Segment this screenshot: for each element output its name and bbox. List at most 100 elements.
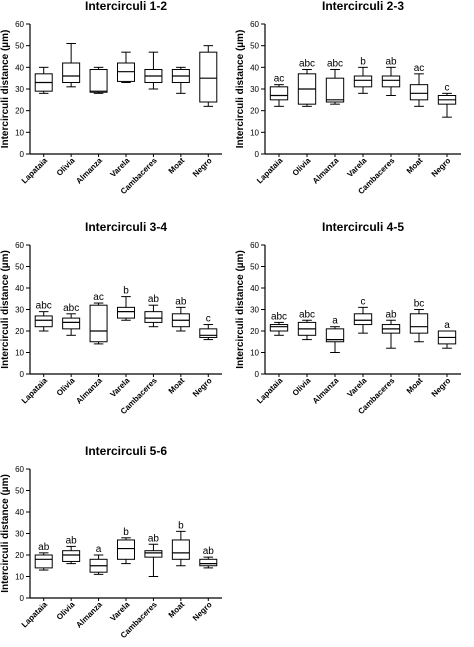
- box-negro: [437, 330, 457, 349]
- box-almanza: [89, 302, 108, 345]
- y-tick-label: 0: [255, 370, 260, 379]
- box-iqr: [199, 51, 218, 103]
- box-lapataia: [269, 84, 289, 107]
- box-lapataia: [34, 552, 53, 571]
- chart-title: Intercirculi 4-5: [322, 220, 404, 234]
- y-tick-label: 20: [250, 327, 259, 336]
- y-tick-label: 60: [15, 20, 24, 29]
- significance-label: ac: [414, 63, 425, 74]
- x-tick-label-moat: Moat: [405, 376, 425, 396]
- box-iqr: [116, 306, 136, 319]
- x-tick-label-negro: Negro: [430, 376, 453, 399]
- box-varela: [116, 51, 136, 83]
- significance-label: ab: [38, 542, 50, 553]
- y-tick-label: 60: [250, 241, 259, 250]
- box-moat: [171, 306, 190, 332]
- box-olivia: [62, 43, 81, 88]
- significance-label: a: [444, 320, 450, 331]
- box-iqr: [409, 313, 429, 334]
- y-axis-label: Intercirculi distance (µm): [0, 30, 11, 149]
- y-tick-label: 20: [15, 107, 24, 116]
- significance-label: bc: [414, 299, 425, 310]
- significance-label: abc: [299, 59, 315, 70]
- y-axis-label: Intercirculi distance (µm): [0, 474, 11, 593]
- significance-label: ac: [93, 292, 104, 303]
- significance-label: abc: [271, 311, 287, 322]
- box-olivia: [297, 319, 317, 341]
- box-iqr: [171, 539, 190, 560]
- box-iqr: [269, 324, 289, 332]
- chart-title: Intercirculi 3-4: [85, 220, 167, 234]
- box-iqr: [409, 84, 429, 101]
- y-tick-label: 0: [20, 150, 25, 159]
- x-tick-label-varela: Varela: [108, 600, 131, 623]
- box-iqr: [325, 328, 345, 343]
- chart-panel-4: Intercirculi 4-5 Intercirculi distance (µ…: [235, 220, 461, 416]
- significance-label: ab: [203, 546, 215, 557]
- box-olivia: [297, 69, 317, 107]
- y-tick-label: 50: [15, 487, 24, 496]
- box-negro: [199, 556, 218, 569]
- x-tick-label-almanza: Almanza: [311, 376, 341, 406]
- y-tick-label: 20: [250, 107, 259, 116]
- chart-title: Intercirculi 2-3: [322, 0, 404, 13]
- chart-panel-5: Intercirculi 5-6 Intercirculi distance (µ…: [0, 444, 222, 640]
- y-tick-label: 50: [15, 263, 24, 272]
- box-varela: [353, 306, 373, 334]
- significance-label: a: [96, 544, 102, 555]
- box-varela: [353, 66, 373, 94]
- significance-label: a: [332, 316, 338, 327]
- chart-title: Intercirculi 5-6: [85, 444, 167, 458]
- significance-label: c: [445, 82, 450, 93]
- x-tick-label-negro: Negro: [191, 600, 214, 623]
- y-tick-label: 30: [250, 306, 259, 315]
- x-tick-label-moat: Moat: [167, 156, 187, 176]
- box-lapataia: [34, 311, 53, 332]
- box-lapataia: [34, 66, 53, 94]
- box-iqr: [62, 62, 81, 83]
- significance-label: abc: [327, 59, 343, 70]
- y-tick-label: 30: [15, 306, 24, 315]
- box-lapataia: [269, 321, 289, 336]
- box-cambaceres: [144, 304, 163, 328]
- box-iqr: [144, 550, 163, 558]
- y-tick-label: 10: [250, 349, 259, 358]
- box-iqr: [353, 75, 373, 88]
- box-iqr: [116, 539, 136, 560]
- y-axis-label: Intercirculi distance (µm): [235, 250, 246, 369]
- y-tick-label: 30: [15, 85, 24, 94]
- x-tick-label-olivia: Olivia: [291, 156, 313, 178]
- y-tick-label: 50: [250, 42, 259, 51]
- significance-label: ab: [148, 533, 160, 544]
- y-tick-label: 50: [250, 263, 259, 272]
- box-iqr: [89, 69, 108, 93]
- box-iqr: [325, 77, 345, 103]
- y-tick-label: 0: [255, 150, 260, 159]
- box-iqr: [353, 313, 373, 326]
- box-varela: [116, 296, 136, 321]
- x-tick-label-olivia: Olivia: [55, 376, 77, 398]
- y-tick-label: 10: [15, 573, 24, 582]
- x-tick-label-almanza: Almanza: [311, 156, 341, 186]
- x-tick-label-lapataia: Lapataia: [20, 376, 50, 406]
- y-tick-label: 40: [250, 63, 259, 72]
- chart-panel-1: Intercirculi 1-2 Intercirculi distance (µ…: [0, 0, 222, 196]
- x-tick-label-varela: Varela: [108, 376, 131, 399]
- significance-label: b: [360, 56, 366, 67]
- y-tick-label: 40: [15, 63, 24, 72]
- box-iqr: [381, 75, 401, 88]
- significance-label: ab: [148, 294, 160, 305]
- significance-label: ac: [274, 74, 285, 85]
- significance-label: c: [361, 296, 366, 307]
- x-tick-label-negro: Negro: [191, 156, 214, 179]
- box-cambaceres: [381, 66, 401, 96]
- box-cambaceres: [144, 51, 163, 90]
- y-tick-label: 10: [15, 349, 24, 358]
- box-cambaceres: [144, 543, 163, 577]
- x-tick-label-varela: Varela: [345, 156, 368, 179]
- box-iqr: [269, 86, 289, 101]
- significance-label: ab: [175, 296, 187, 307]
- x-tick-label-moat: Moat: [167, 600, 187, 620]
- y-tick-label: 50: [15, 42, 24, 51]
- x-tick-label-negro: Negro: [191, 376, 214, 399]
